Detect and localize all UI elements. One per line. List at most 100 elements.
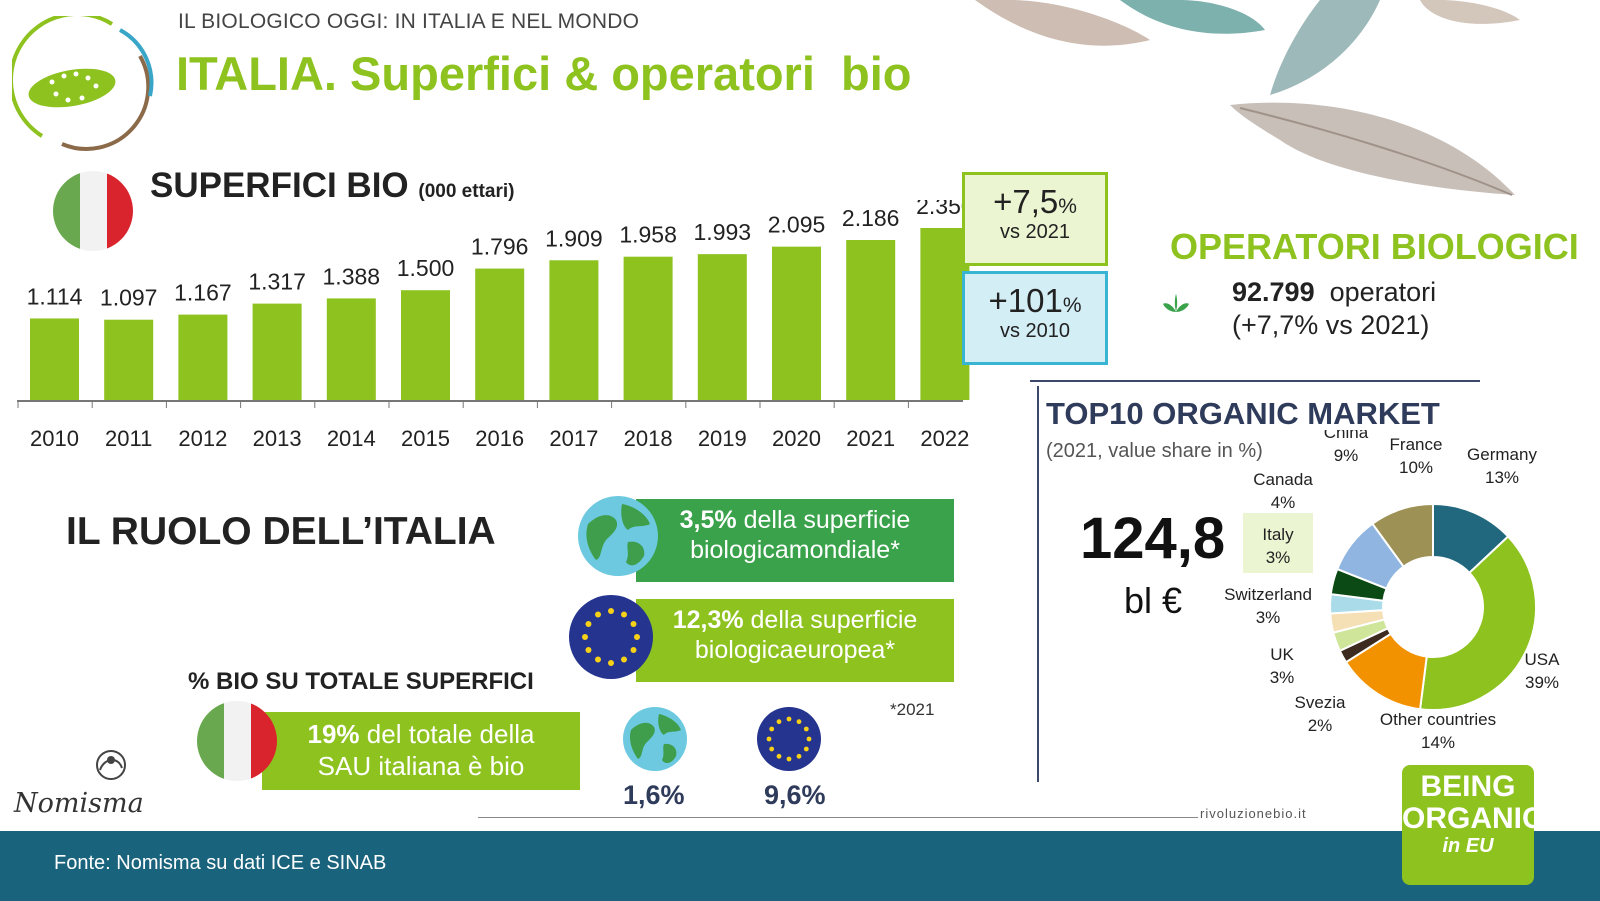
donut-label: Switzerland [1224, 585, 1312, 604]
badge-line1: BEING [1420, 770, 1516, 803]
italy-flag-icon [53, 171, 133, 251]
bar-2018 [623, 256, 673, 400]
growth-box-2021: +7,5% vs 2021 [962, 172, 1108, 266]
bar-2011 [104, 319, 154, 400]
eu-star-icon [803, 726, 809, 732]
bar-2020 [772, 246, 821, 400]
donut-label: France [1390, 435, 1443, 454]
eu-star-icon [634, 634, 640, 640]
world-bio-share: 1,6% [623, 780, 685, 810]
nomisma-emblem-icon [96, 750, 126, 780]
growth-2021-pct: % [1058, 195, 1077, 218]
badge-line3: in EU [1442, 835, 1494, 857]
eu-star-icon [803, 746, 809, 752]
eu-star-icon [621, 611, 627, 618]
growth-2010-pct: % [1062, 294, 1082, 317]
eu-star-icon [796, 753, 802, 759]
growth-2010-value: +101 [988, 282, 1063, 319]
bar-value-label: 1.958 [619, 222, 677, 248]
x-tick-label: 2013 [253, 426, 302, 451]
operatori-label: operatori [1329, 277, 1437, 307]
donut-value-label: 4% [1271, 493, 1296, 512]
bar-2016 [475, 268, 525, 400]
bar-value-label: 1.097 [100, 285, 158, 311]
nomisma-logo: Nomisma [14, 788, 144, 819]
donut-label: USA [1525, 650, 1561, 669]
italy-sau-text: del totale della [366, 719, 535, 749]
eu-star-icon [786, 756, 792, 762]
eu-bio-share: 9,6% [764, 780, 826, 810]
bar-value-label: 1.796 [471, 234, 529, 260]
bar-value-label: 1.500 [397, 255, 455, 281]
superfici-unit: (000 ettari) [418, 181, 515, 202]
leaves-decoration [975, 0, 1520, 196]
eu-star-icon [786, 716, 792, 722]
eu-star-icon [769, 746, 775, 752]
superfici-title-text: SUPERFICI BIO [150, 166, 409, 205]
donut-label: Svezia [1294, 693, 1346, 712]
divider-vertical [1037, 386, 1039, 782]
donut-value-label: 3% [1266, 548, 1291, 567]
bar-2015 [401, 290, 450, 400]
eu-star-icon [585, 647, 592, 653]
eu-star-icon [595, 611, 601, 618]
x-tick-label: 2020 [772, 426, 821, 451]
donut-label: Germany [1467, 445, 1537, 464]
bar-2014 [326, 298, 376, 400]
world-share-ribbon: 3,5% della superficie biologicamondiale* [636, 499, 954, 582]
italy-sau-pct: 19% [307, 719, 360, 749]
bar-value-label: 1.909 [545, 225, 603, 251]
growth-2021-value: +7,5 [993, 183, 1059, 220]
sprout-icon [1163, 294, 1189, 312]
x-tick-label: 2022 [920, 426, 969, 451]
eu-star-icon [621, 656, 627, 663]
eu-star-icon [766, 736, 772, 742]
globe-small-icon [623, 707, 687, 771]
donut-label: UK [1270, 645, 1294, 664]
donut-value-label: 3% [1270, 668, 1295, 687]
x-tick-label: 2015 [401, 426, 450, 451]
globe-icon [578, 496, 658, 576]
bar-value-label: 1.993 [694, 219, 752, 245]
world-share-pct: 3,5% [679, 506, 737, 534]
donut-value-label: 3% [1256, 608, 1281, 627]
superfici-title: SUPERFICI BIO (000 ettari) [150, 166, 514, 206]
eu-share-ribbon: 12,3% della superficie biologicaeuropea* [636, 599, 954, 682]
page-title: ITALIA. Superfici & operatori bio [176, 47, 912, 100]
logo-icon [12, 16, 154, 151]
bar-2012 [178, 314, 228, 400]
x-tick-label: 2019 [698, 426, 747, 451]
site-url: rivoluzionebio.it [1200, 806, 1307, 821]
x-tick-label: 2017 [549, 426, 598, 451]
donut-value-label: 9% [1334, 446, 1359, 465]
italy-flag-small-icon [197, 701, 277, 781]
x-tick-label: 2021 [846, 426, 895, 451]
divider-horizontal [1030, 380, 1480, 382]
footer-source: Fonte: Nomisma su dati ICE e SINAB [54, 852, 387, 874]
eu-star-icon [582, 634, 588, 640]
market-title: TOP10 ORGANIC MARKET [1046, 396, 1440, 431]
bar-2013 [252, 303, 302, 400]
bar-value-label: 1.388 [323, 263, 381, 289]
growth-2010-label: vs 2010 [999, 320, 1071, 342]
world-share-text2: biologicamondiale* [690, 536, 900, 564]
note-2021: *2021 [890, 700, 935, 719]
bar-value-label: 1.317 [248, 269, 306, 295]
market-value: 124,8 [1080, 506, 1226, 571]
donut-label: Italy [1262, 525, 1294, 544]
ruolo-title: IL RUOLO DELL’ITALIA [66, 510, 496, 553]
eu-share-text2: biologicaeuropea* [694, 636, 896, 664]
bar-2010 [30, 318, 79, 400]
superfici-bar-chart: 1.114 2010 1.097 2011 1.167 2012 1.317 2013 1.38… [17, 200, 974, 451]
eu-star-icon [776, 719, 782, 725]
bar-value-label: 1.114 [27, 283, 83, 309]
bottom-rule [478, 817, 1198, 818]
x-tick-label: 2012 [178, 426, 227, 451]
bar-value-label: 1.167 [174, 280, 232, 306]
eu-star-icon [595, 656, 601, 663]
market-subtitle: (2021, value share in %) [1046, 440, 1263, 462]
growth-2021-label: vs 2021 [999, 221, 1071, 243]
eu-flag-icon [569, 595, 653, 679]
badge-line2: ORGANIC [1402, 802, 1544, 835]
eu-star-icon [796, 719, 802, 725]
